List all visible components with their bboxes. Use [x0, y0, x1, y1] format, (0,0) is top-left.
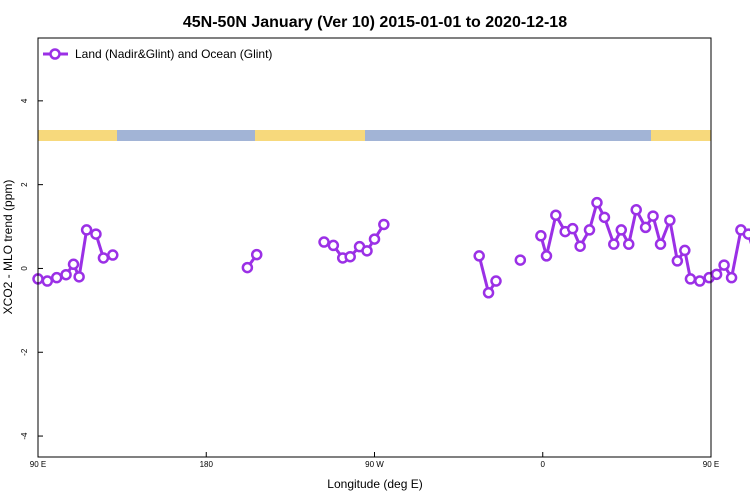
data-point: [361, 245, 373, 257]
data-point: [608, 238, 620, 250]
data-point: [482, 287, 495, 299]
data-point: [615, 224, 628, 236]
data-point: [630, 204, 642, 216]
data-point: [574, 240, 586, 252]
data-point: [368, 233, 381, 245]
series-layer: [32, 196, 750, 299]
data-point: [725, 271, 738, 284]
data-point: [639, 221, 652, 234]
data-point: [318, 236, 330, 248]
data-point: [566, 222, 579, 235]
y-tick-label: -2: [20, 348, 29, 356]
x-tick-label: 90 E: [703, 460, 719, 469]
data-point: [671, 255, 684, 267]
data-point: [73, 271, 85, 283]
data-point: [90, 228, 102, 240]
x-axis-label: Longitude (deg E): [327, 477, 422, 491]
data-point: [327, 239, 340, 252]
y-axis-label: XCO2 - MLO trend (ppm): [1, 180, 15, 315]
data-point: [241, 261, 254, 274]
axis-ticks: 90 E 180 90 W 0 90 E -4 -2 0 2 4: [20, 98, 719, 469]
legend-marker: [49, 48, 61, 60]
data-point: [378, 218, 390, 231]
data-point: [694, 275, 706, 287]
data-point: [50, 271, 63, 284]
data-point: [535, 230, 547, 242]
x-tick-label: 90 W: [365, 460, 384, 469]
data-point: [60, 268, 72, 281]
data-point: [514, 254, 527, 266]
data-point: [718, 259, 730, 271]
data-point: [622, 238, 635, 250]
x-tick-label: 0: [541, 460, 546, 469]
data-point: [490, 275, 502, 287]
y-tick-label: 4: [20, 98, 29, 103]
y-tick-label: 2: [20, 182, 29, 187]
data-point: [550, 209, 562, 221]
data-point: [598, 211, 611, 224]
map-strip-ocean: [117, 130, 255, 141]
data-point: [684, 273, 697, 285]
data-point: [742, 228, 750, 240]
data-point: [679, 244, 691, 257]
data-point: [67, 258, 80, 271]
chart-title: 45N-50N January (Ver 10) 2015-01-01 to 2…: [183, 14, 567, 31]
data-point: [654, 238, 667, 250]
x-tick-label: 90 E: [30, 460, 46, 469]
legend: Land (Nadir&Glint) and Ocean (Glint): [43, 47, 272, 61]
data-point: [583, 224, 596, 236]
data-point: [591, 196, 603, 209]
data-point: [647, 210, 659, 222]
map-strip: [38, 130, 711, 141]
y-tick-label: 0: [20, 266, 29, 271]
data-point: [344, 250, 356, 263]
data-point: [473, 250, 485, 262]
x-tick-label: 180: [200, 460, 214, 469]
data-point: [540, 250, 553, 262]
data-point: [41, 275, 54, 287]
legend-label: Land (Nadir&Glint) and Ocean (Glint): [75, 47, 272, 61]
data-point: [80, 224, 93, 236]
data-point: [97, 252, 110, 264]
data-point: [710, 268, 723, 281]
data-point: [107, 249, 119, 261]
map-strip-ocean: [365, 130, 651, 141]
data-point: [250, 248, 263, 261]
data-point: [664, 214, 676, 227]
plot-frame: [37, 37, 712, 458]
y-tick-label: -4: [20, 432, 29, 440]
